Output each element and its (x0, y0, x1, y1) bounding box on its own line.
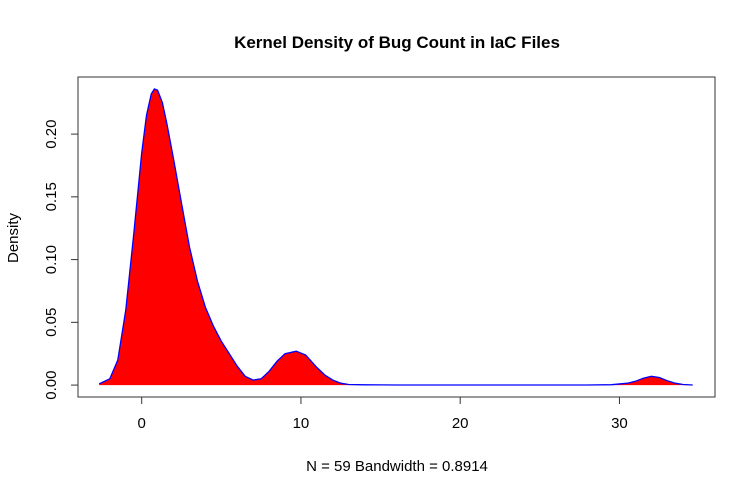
chart-title: Kernel Density of Bug Count in IaC Files (234, 33, 560, 52)
x-tick-label-30: 30 (611, 415, 628, 432)
density-line-0 (98, 88, 693, 386)
x-tick-label-10: 10 (293, 415, 310, 432)
y-axis-label: Density (5, 212, 22, 263)
x-tick-label-20: 20 (452, 415, 469, 432)
y-tick-label-1: 0.05 (43, 308, 60, 337)
y-tick-label-2: 0.10 (43, 245, 60, 274)
density-fill-0 (99, 88, 693, 386)
y-tick-label-4: 0.20 (43, 119, 60, 148)
x-axis: 0 10 20 30 (138, 396, 628, 432)
y-axis: 0.00 0.05 0.10 0.15 0.20 (43, 119, 79, 400)
density-layer (98, 88, 693, 386)
x-tick-label-0: 0 (138, 415, 146, 432)
y-tick-label-0: 0.00 (43, 370, 60, 399)
y-tick-label-3: 0.15 (43, 182, 60, 211)
x-axis-label: N = 59 Bandwidth = 0.8914 (306, 458, 488, 475)
